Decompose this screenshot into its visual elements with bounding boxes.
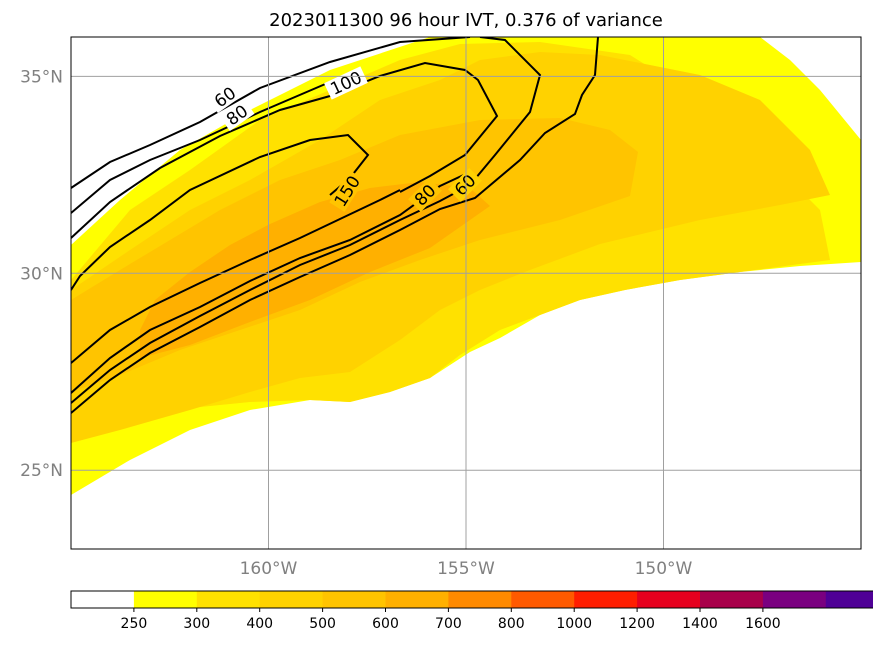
lat-tick-label: 30°N <box>20 264 63 284</box>
contour-line-100-north <box>71 61 499 239</box>
colorbar-tick-label: 300 <box>183 616 210 632</box>
colorbar-segment <box>637 591 701 608</box>
axis-tick-labels: 160°W 155°W 150°W 25°N 30°N 35°N <box>20 67 692 579</box>
colorbar-tick-label: 600 <box>372 616 399 632</box>
colorbar-tick-label: 400 <box>246 616 273 632</box>
colorbar-tick-label: 1400 <box>682 616 718 632</box>
colorbar-tick-label: 800 <box>498 616 525 632</box>
colorbar-segment <box>448 591 512 608</box>
map-axes: 60 80 100 150 80 60 160°W 155°W 150°W25°N3… <box>20 36 862 579</box>
contour-line-60-north <box>71 37 471 189</box>
colorbar-segment <box>700 591 764 608</box>
contour-line-80 <box>71 37 542 404</box>
colorbar-tick-label: 500 <box>309 616 336 632</box>
colorbar-segment <box>196 591 261 608</box>
colorbar-outline <box>70 590 873 609</box>
colorbar-segment <box>322 591 387 608</box>
colorbar-segment <box>825 591 873 608</box>
colorbar-segment <box>259 591 324 608</box>
colorbar-segment <box>511 591 575 608</box>
colorbar-tick-label: 250 <box>121 616 148 632</box>
colorbar-segment <box>133 591 198 608</box>
lon-tick-label: 160°W <box>240 559 298 579</box>
colorbar-tick-label: 1200 <box>619 616 655 632</box>
contour-line-80-north <box>71 81 331 214</box>
colorbar-segment <box>71 591 135 608</box>
colorbar-tick-label: 1600 <box>745 616 781 632</box>
colorbar-segment <box>762 591 827 608</box>
gridlines <box>71 37 861 549</box>
colorbar-segment <box>385 591 449 608</box>
lat-tick-label: 35°N <box>20 67 63 87</box>
map-frame <box>70 36 862 550</box>
lon-tick-label: 155°W <box>437 559 495 579</box>
lon-tick-label: 150°W <box>635 559 693 579</box>
contour-line-150-south <box>71 189 401 364</box>
colorbar-tick-label: 1000 <box>556 616 592 632</box>
chart-title: 2023011300 96 hour IVT, 0.376 of varianc… <box>269 10 663 31</box>
contour-line-60 <box>71 37 599 414</box>
lat-tick-label: 25°N <box>20 461 63 481</box>
contour-line-150 <box>71 133 370 291</box>
ivt-line-contours <box>71 37 599 414</box>
colorbar-segment <box>574 591 638 608</box>
colorbar-tick-label: 700 <box>435 616 462 632</box>
colorbar: 250 300 400 500 600 700 800 1000 1200 1400 1600 <box>70 590 873 632</box>
